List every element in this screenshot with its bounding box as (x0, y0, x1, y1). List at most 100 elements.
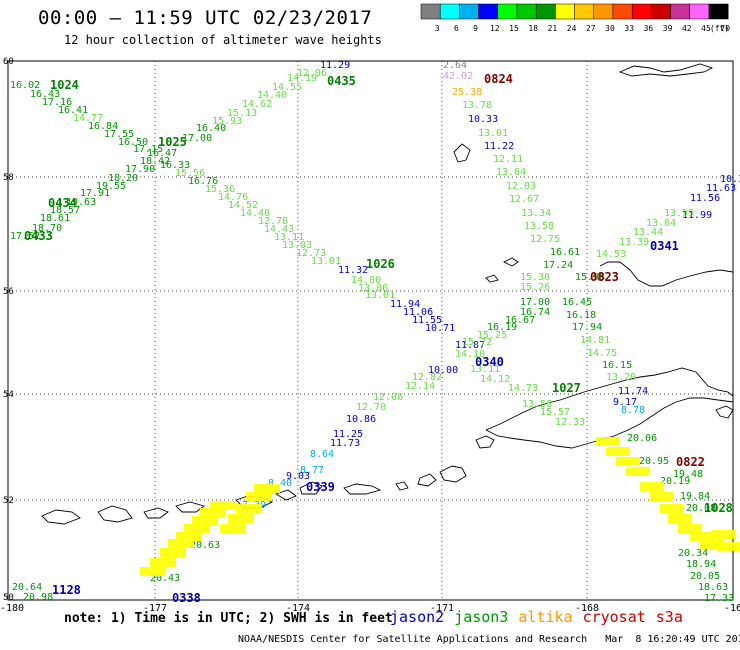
wave-height-value: 12.14 (405, 381, 435, 392)
pribilof-st-paul (502, 257, 519, 267)
wave-height-value: 11.87 (455, 340, 485, 351)
wave-height-value: 16.84 (88, 121, 118, 132)
wave-height-value: 14.19 (287, 73, 317, 84)
wave-height-value: 15.36 (205, 184, 235, 195)
wave-height-value: 13.58 (524, 221, 554, 232)
satellite-s3a: s3a (655, 608, 683, 626)
wave-height-value: 13.11 (274, 232, 304, 243)
wave-height-value: 17.90 (125, 164, 155, 175)
pass-time-label: 0823 (590, 270, 619, 284)
pass-time-label: 0433 (24, 229, 53, 243)
pass-time-label: 1025 (158, 135, 187, 149)
wave-height-value: 17.15 (133, 144, 163, 155)
wave-height-value: 20.08 (686, 503, 716, 514)
wave-height-value: 12.96 (297, 68, 327, 79)
wave-height-value: 15.72 (462, 337, 492, 348)
swh-dense-marker (626, 467, 650, 476)
satellite-jason2: jason2 (390, 608, 445, 626)
wave-height-value: 17.33 (704, 593, 734, 604)
wave-height-value: 10.86 (346, 414, 376, 425)
wave-height-value: 16.40 (196, 123, 226, 134)
pass-time-label: 1027 (552, 381, 581, 395)
wave-height-value: 17.94 (572, 322, 602, 333)
wave-height-value: 16.41 (58, 105, 88, 116)
swh-dense-marker (200, 508, 226, 517)
swh-dense-marker (700, 540, 724, 549)
pass-time-label: 1128 (52, 583, 81, 597)
scale-label: 6 (454, 24, 459, 33)
andreanof-west (274, 489, 297, 501)
wave-height-value: 17.00 (520, 297, 550, 308)
wave-height-value: 15.93 (212, 116, 242, 127)
latitude-labels: 60 58 56 54 52 50 (3, 57, 14, 603)
wave-height-value: 12.82 (412, 372, 442, 383)
wave-height-value: 11.25 (333, 429, 363, 440)
wave-height-value: 14.00 (351, 275, 381, 286)
page-title: 00:00 – 11:59 UTC 02/23/2017 (38, 7, 373, 29)
wave-height-value: 19.63 (66, 197, 96, 208)
scale-label: 36 (644, 24, 654, 33)
scale-label: 3 (435, 24, 440, 33)
wave-height-value: 17.16 (42, 97, 72, 108)
scale-unit: (ft) (710, 24, 729, 33)
wave-height-value: 16.76 (188, 176, 218, 187)
wave-height-value: 12.11 (493, 154, 523, 165)
wave-height-value: 18.70 (32, 223, 62, 234)
swh-dense-marker (668, 514, 692, 523)
coastlines (41, 63, 734, 525)
wave-height-value: 11.06 (403, 307, 433, 318)
pass-time-label: 0822 (676, 455, 705, 469)
alaska-peninsula-coast (485, 367, 734, 431)
wave-height-value: 15.56 (175, 168, 205, 179)
adak-area (299, 481, 323, 495)
scale-label: 39 (663, 24, 673, 33)
scale-label: 42 (682, 24, 692, 33)
wave-height-value: 17.00 (182, 133, 212, 144)
wave-height-value: 8.64 (310, 449, 334, 460)
wave-height-value: 12.33 (555, 417, 585, 428)
near-islands-east (97, 505, 133, 523)
pass-time-label: 1028 (704, 501, 733, 515)
swh-dense-marker (176, 532, 202, 541)
wave-height-value: 11.29 (320, 60, 350, 71)
wave-height-value: 14.52 (228, 200, 258, 211)
swh-dense-marker (718, 542, 740, 551)
atka-area (343, 483, 382, 495)
bristol-bay-coast (599, 261, 734, 287)
swh-dense-marker (690, 532, 714, 541)
wave-height-value: 2.64 (443, 60, 467, 71)
swh-dense-marker (236, 504, 262, 513)
wave-height-value: 20.19 (660, 476, 690, 487)
longitude-label: -16 (724, 603, 740, 614)
wave-height-value: 13.01 (478, 128, 508, 139)
wave-height-value: 42.02 (443, 71, 473, 82)
wave-height-value: 16.18 (566, 310, 596, 321)
credit-text: NOAA/NESDIS Center for Satellite Applica… (238, 634, 740, 645)
wave-height-value: 13.06 (358, 283, 388, 294)
wave-height-value: 13.39 (619, 237, 649, 248)
wave-height-value: 13.01 (365, 290, 395, 301)
wave-height-value: 8.78 (621, 405, 645, 416)
umnak-island (417, 473, 437, 487)
wave-height-value: 14.77 (73, 113, 103, 124)
longitude-label: -171 (430, 603, 454, 614)
wave-height-value: 12.67 (509, 194, 539, 205)
wave-height-value: 20.95 (639, 456, 669, 467)
wave-height-value: 16.19 (487, 322, 517, 333)
map-grid (8, 61, 733, 600)
swh-dense-marker (712, 530, 736, 539)
scale-label: 15 (509, 24, 519, 33)
pass-time-label: 0339 (306, 480, 335, 494)
wave-height-value: 25.38 (452, 87, 482, 98)
wave-height-value: 9.17 (613, 397, 637, 408)
wave-height-value: 13.20 (606, 372, 636, 383)
swh-dense-marker (184, 524, 210, 533)
wave-height-value: 10.00 (428, 365, 458, 376)
wave-height-value: 16.43 (30, 89, 60, 100)
wave-height-value: 14.53 (596, 249, 626, 260)
wave-height-value: 13.64 (496, 167, 526, 178)
wave-height-value: 16.33 (160, 160, 190, 171)
swh-dense-marker (660, 504, 684, 513)
latitude-label: 54 (3, 390, 14, 400)
